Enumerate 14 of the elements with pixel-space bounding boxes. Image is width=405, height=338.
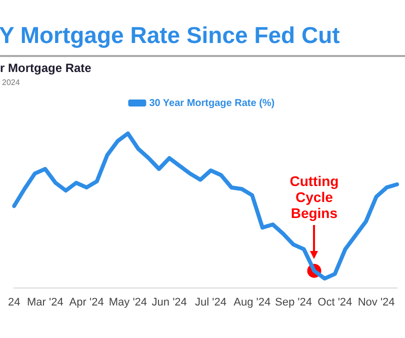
x-tick-label: Sep '24 bbox=[275, 296, 312, 308]
x-tick-label: Jun '24 bbox=[152, 296, 187, 308]
x-tick-label: Apr '24 bbox=[69, 296, 104, 308]
text: 2024 bbox=[2, 78, 20, 87]
x-tick-label: Jul '24 bbox=[195, 296, 226, 308]
x-tick-label: May '24 bbox=[108, 296, 148, 308]
chart-subtitle: r Mortgage Rate bbox=[0, 61, 92, 75]
x-tick-label: 24 bbox=[8, 296, 20, 308]
x-tick-label: Oct '24 bbox=[318, 296, 352, 308]
x-tick-label: Aug '24 bbox=[234, 296, 271, 308]
legend-label: 30 Year Mortgage Rate (%) bbox=[149, 98, 275, 109]
x-tick-label: Nov '24 bbox=[358, 296, 395, 308]
annotation: Cutting Cycle Begins bbox=[290, 172, 339, 221]
x-tick-label: Mar '24 bbox=[26, 296, 64, 308]
